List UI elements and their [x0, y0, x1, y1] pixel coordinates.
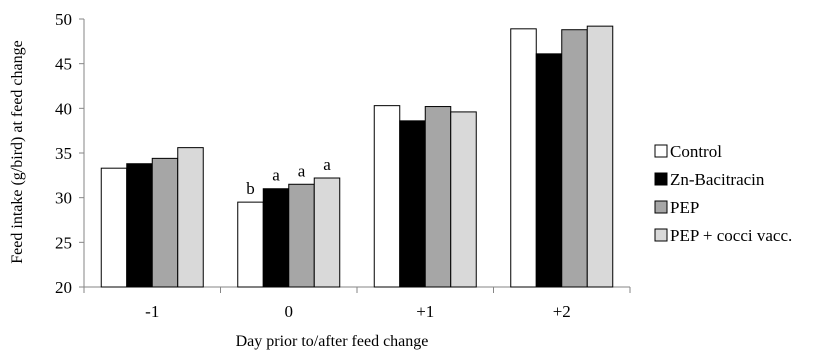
bar: [237, 201, 264, 288]
bar: [510, 28, 537, 288]
bar: [288, 183, 315, 288]
bar: [262, 188, 290, 288]
legend-label: PEP + cocci vacc.: [670, 226, 792, 245]
y-tick-label: 35: [55, 144, 72, 163]
y-tick-label: 50: [55, 10, 72, 29]
x-axis-title: Day prior to/after feed change: [236, 333, 429, 350]
significance-letter: a: [272, 166, 280, 185]
y-axis-title: Feed intake (g/bird) at feed change: [9, 40, 26, 263]
x-tick-label: -1: [145, 302, 159, 321]
bar: [177, 147, 204, 288]
bar: [126, 163, 153, 288]
significance-letter: b: [246, 179, 255, 198]
bar: [373, 105, 401, 288]
bar: [561, 29, 588, 288]
legend-label: PEP: [670, 198, 699, 217]
significance-letter: a: [323, 155, 331, 174]
legend: Control Zn-Bacitracin PEP PEP + cocci vacc.: [654, 142, 792, 245]
y-tick-label: 45: [55, 55, 72, 74]
bar: [586, 25, 614, 288]
bar: [399, 120, 426, 288]
legend-swatch: [654, 200, 668, 214]
x-tick-label: +1: [416, 302, 434, 321]
legend-label: Zn-Bacitracin: [670, 170, 765, 189]
bar: [424, 106, 452, 288]
bar: [100, 167, 128, 288]
y-tick-label: 25: [55, 233, 72, 252]
bar: [450, 111, 477, 288]
x-tick-label: +2: [553, 302, 571, 321]
legend-swatch: [654, 172, 668, 186]
y-tick-label: 30: [55, 189, 72, 208]
bar: [151, 157, 179, 288]
bars: [100, 25, 614, 288]
legend-swatch: [654, 144, 668, 158]
y-tick-label: 20: [55, 278, 72, 297]
legend-swatch: [654, 228, 668, 242]
significance-annotations: ba a a: [246, 155, 331, 198]
bar: [313, 177, 341, 288]
legend-label: Control: [670, 142, 722, 161]
y-axis: 20 25 30 35 40 45 50: [55, 10, 85, 297]
significance-letter: a: [298, 161, 306, 180]
y-tick-label: 40: [55, 99, 72, 118]
x-axis: -1 0 +1 +2: [83, 286, 631, 321]
x-tick-label: 0: [285, 302, 294, 321]
bar: [535, 53, 563, 288]
